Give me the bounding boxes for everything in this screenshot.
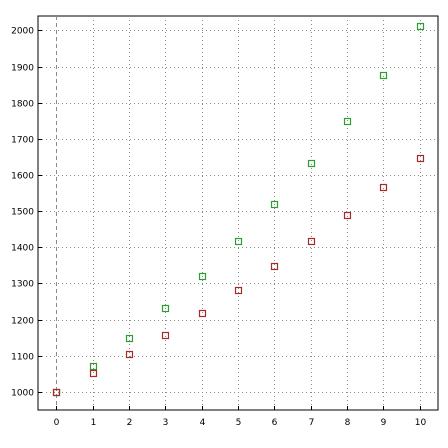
y-tick-label: 1700 <box>11 136 34 146</box>
data-point-series-1 <box>416 22 425 31</box>
x-tick-label: 1 <box>91 418 97 428</box>
x-tick-label: 4 <box>200 418 206 428</box>
y-tick-label: 1100 <box>11 353 34 363</box>
y-tick-label: 1600 <box>11 172 34 182</box>
x-tick-label: 7 <box>309 418 315 428</box>
x-tick-label: 8 <box>345 418 351 428</box>
tick-label-layer: 0 1 2 3 4 5 6 7 8 9 10 1000 1100 1200 1300 1400 1500 1600… <box>11 27 426 429</box>
data-point-series-2 <box>307 237 316 246</box>
data-point-series-1 <box>234 237 243 246</box>
y-tick-label: 1500 <box>11 208 34 218</box>
data-point-series-2 <box>270 262 279 271</box>
x-tick-label: 6 <box>272 418 278 428</box>
data-point-series-1 <box>307 159 316 168</box>
data-point-series-1 <box>270 200 279 209</box>
data-point-series-1 <box>198 272 207 281</box>
tick-layer <box>38 30 421 410</box>
x-tick-label: 3 <box>163 418 169 428</box>
y-tick-label: 1800 <box>11 100 34 110</box>
x-tick-label: 2 <box>127 418 133 428</box>
grid-layer <box>38 16 438 410</box>
x-tick-label: 9 <box>381 418 387 428</box>
data-point-series-2 <box>52 388 61 397</box>
y-tick-label: 1200 <box>11 317 34 327</box>
x-tick-label: 0 <box>54 418 60 428</box>
data-point-series-1 <box>89 362 98 371</box>
y-tick-label: 1400 <box>11 244 34 254</box>
data-point-series-2 <box>125 350 134 359</box>
data-marker-layer <box>52 22 425 397</box>
data-point-series-2 <box>416 154 425 163</box>
y-tick-label: 1000 <box>11 389 34 399</box>
x-tick-label: 10 <box>415 418 427 428</box>
data-point-series-2 <box>379 183 388 192</box>
data-point-series-2 <box>343 211 352 220</box>
data-point-series-1 <box>161 304 170 313</box>
y-tick-label: 1900 <box>11 64 34 74</box>
data-point-series-1 <box>125 334 134 343</box>
x-tick-label: 5 <box>236 418 242 428</box>
data-point-series-2 <box>198 309 207 318</box>
y-tick-label: 2000 <box>11 27 34 37</box>
data-point-series-2 <box>89 369 98 378</box>
y-tick-label: 1300 <box>11 280 34 290</box>
data-point-series-2 <box>234 286 243 295</box>
data-point-series-2 <box>161 331 170 340</box>
data-point-series-1 <box>343 117 352 126</box>
data-point-series-1 <box>379 71 388 80</box>
